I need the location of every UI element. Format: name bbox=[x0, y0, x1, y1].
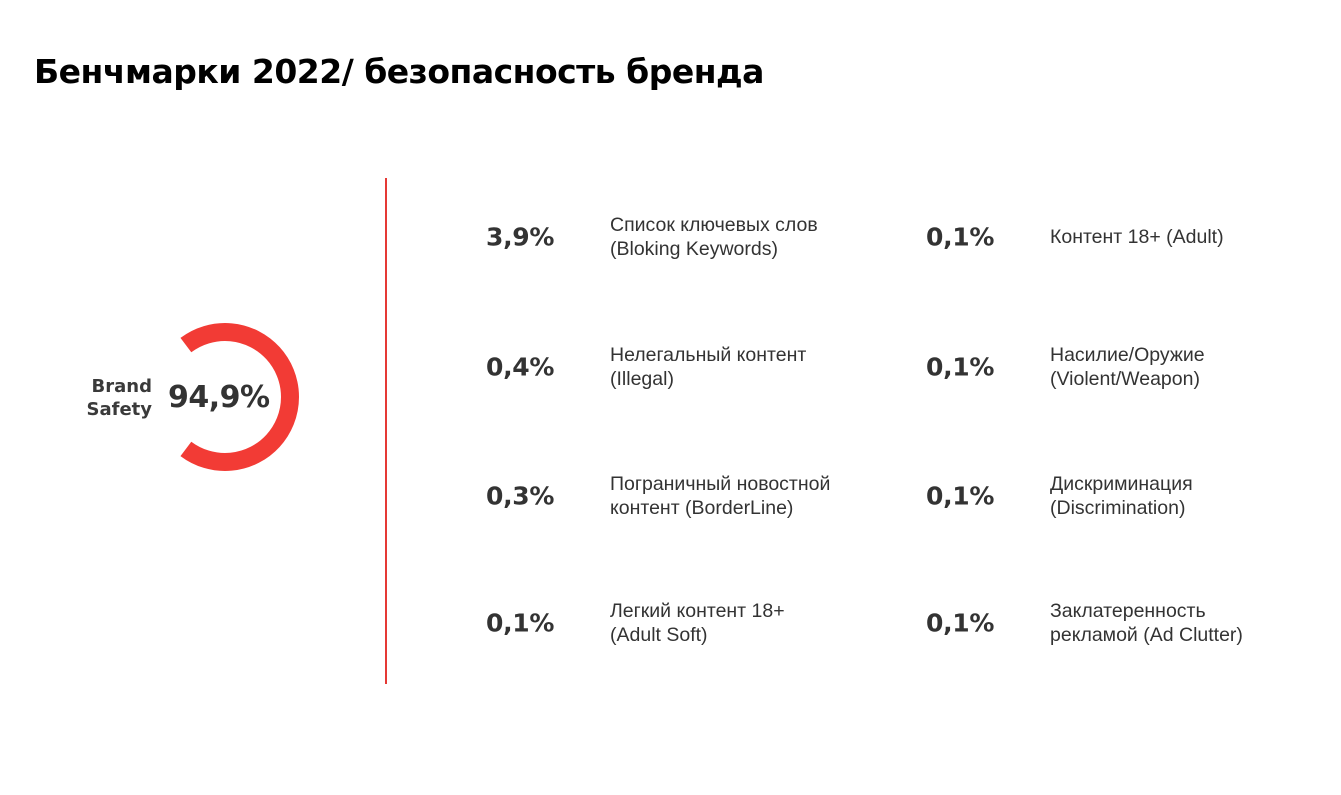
metric-value: 0,1% bbox=[926, 222, 995, 252]
metric-item: 0,1% Насилие/Оружие (Violent/Weapon) bbox=[926, 342, 1326, 392]
metric-item: 0,3% Пограничный новостной контент (Bord… bbox=[486, 471, 886, 521]
metric-label: Пограничный новостной контент (BorderLin… bbox=[610, 472, 830, 520]
metric-label-line1: Контент 18+ (Adult) bbox=[1050, 226, 1224, 248]
metric-label-line2: (Adult Soft) bbox=[610, 624, 708, 646]
metric-item: 0,1% Легкий контент 18+ (Adult Soft) bbox=[486, 598, 886, 648]
metric-label: Заклатеренность рекламой (Ad Clutter) bbox=[1050, 599, 1243, 647]
metric-item: 0,1% Контент 18+ (Adult) bbox=[926, 212, 1326, 262]
vertical-divider bbox=[385, 178, 387, 684]
metric-value: 0,4% bbox=[486, 352, 555, 382]
metric-label-line2: (Discrimination) bbox=[1050, 497, 1186, 519]
metric-label: Нелегальный контент (Illegal) bbox=[610, 343, 806, 391]
page-title: Бенчмарки 2022/ безопасность бренда bbox=[34, 52, 764, 91]
metric-label: Список ключевых слов (Bloking Keywords) bbox=[610, 213, 818, 261]
gauge-value: 94,9% bbox=[168, 380, 270, 415]
metric-value: 0,1% bbox=[926, 481, 995, 511]
metric-label-line2: (Illegal) bbox=[610, 368, 674, 390]
metric-label-line1: Список ключевых слов bbox=[610, 214, 818, 236]
brand-label-line2: Safety bbox=[86, 399, 153, 420]
metric-item: 0,1% Заклатеренность рекламой (Ad Clutte… bbox=[926, 598, 1326, 648]
metric-label-line1: Насилие/Оружие bbox=[1050, 344, 1205, 366]
metric-value: 0,1% bbox=[486, 608, 555, 638]
gauge-ring bbox=[180, 323, 299, 471]
metric-value: 3,9% bbox=[486, 222, 555, 252]
brand-label-line1: Brand bbox=[91, 376, 152, 397]
metric-label-line1: Легкий контент 18+ bbox=[610, 600, 785, 622]
metric-label-line2: контент (BorderLine) bbox=[610, 497, 794, 519]
metric-label: Дискриминация (Discrimination) bbox=[1050, 472, 1193, 520]
metric-item: 0,1% Дискриминация (Discrimination) bbox=[926, 471, 1326, 521]
metric-label-line2: (Violent/Weapon) bbox=[1050, 368, 1200, 390]
metric-value: 0,1% bbox=[926, 352, 995, 382]
metric-item: 0,4% Нелегальный контент (Illegal) bbox=[486, 342, 886, 392]
metric-value: 0,3% bbox=[486, 481, 555, 511]
metric-label: Насилие/Оружие (Violent/Weapon) bbox=[1050, 343, 1205, 391]
gauge-arc bbox=[180, 323, 299, 471]
metric-label: Контент 18+ (Adult) bbox=[1050, 225, 1224, 249]
metric-label-line1: Пограничный новостной bbox=[610, 473, 831, 495]
metric-label: Легкий контент 18+ (Adult Soft) bbox=[610, 599, 785, 647]
brand-safety-label: Brand Safety bbox=[80, 375, 153, 421]
metric-label-line2: рекламой (Ad Clutter) bbox=[1050, 624, 1243, 646]
metric-label-line1: Нелегальный контент bbox=[610, 344, 807, 366]
metric-value: 0,1% bbox=[926, 608, 995, 638]
metric-label-line2: (Bloking Keywords) bbox=[610, 238, 778, 260]
metric-label-line1: Дискриминация bbox=[1050, 473, 1193, 495]
brand-safety-gauge: Brand Safety 94,9% bbox=[80, 320, 300, 476]
metric-label-line1: Заклатеренность bbox=[1050, 600, 1206, 622]
metric-item: 3,9% Список ключевых слов (Bloking Keywo… bbox=[486, 212, 886, 262]
